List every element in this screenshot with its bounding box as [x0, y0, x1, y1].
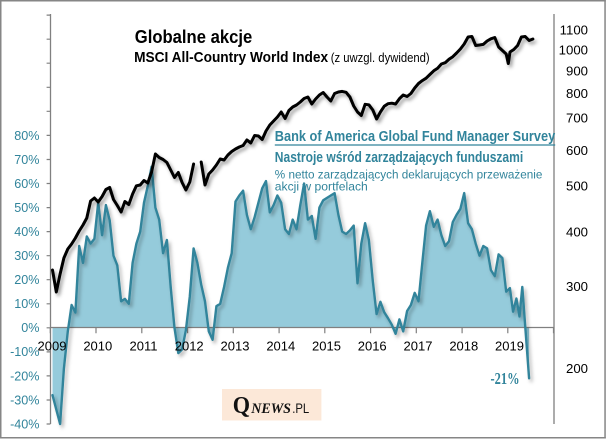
- svg-text:2011: 2011: [130, 339, 158, 354]
- svg-text:% netto zarządzających deklaru: % netto zarządzających deklarujących prz…: [275, 168, 543, 182]
- svg-text:2013: 2013: [221, 339, 250, 354]
- svg-text:700: 700: [566, 111, 588, 126]
- svg-text:200: 200: [566, 361, 588, 376]
- svg-text:-40%: -40%: [10, 417, 39, 431]
- svg-text:2016: 2016: [358, 339, 387, 354]
- svg-text:0%: 0%: [21, 321, 39, 335]
- svg-text:800: 800: [566, 86, 588, 101]
- svg-text:-21%: -21%: [491, 369, 520, 388]
- svg-text:30%: 30%: [14, 249, 39, 263]
- svg-text:900: 900: [566, 64, 588, 79]
- svg-text:70%: 70%: [14, 153, 39, 167]
- svg-text:20%: 20%: [14, 273, 39, 287]
- svg-text:akcji w portfelach: akcji w portfelach: [275, 180, 368, 194]
- svg-text:(z uwzgl. dywidend): (z uwzgl. dywidend): [331, 51, 430, 65]
- svg-text:2015: 2015: [312, 339, 341, 354]
- svg-text:600: 600: [566, 143, 588, 158]
- svg-text:2019: 2019: [495, 339, 524, 354]
- svg-text:.PL: .PL: [292, 401, 309, 417]
- svg-text:2010: 2010: [83, 339, 112, 354]
- svg-text:60%: 60%: [14, 177, 39, 191]
- svg-text:2009: 2009: [38, 339, 67, 354]
- svg-text:2018: 2018: [449, 339, 478, 354]
- svg-text:10%: 10%: [14, 297, 39, 311]
- svg-text:2017: 2017: [404, 339, 433, 354]
- svg-text:Globalne akcje: Globalne akcje: [135, 27, 252, 47]
- svg-text:500: 500: [566, 179, 588, 194]
- svg-text:1000: 1000: [559, 43, 588, 58]
- svg-text:Nastroje wśród zarządzających: Nastroje wśród zarządzających funduszami: [275, 150, 523, 166]
- svg-text:40%: 40%: [14, 225, 39, 239]
- svg-text:400: 400: [566, 225, 588, 240]
- svg-text:MSCI All-Country World Index: MSCI All-Country World Index: [134, 49, 329, 66]
- svg-text:-20%: -20%: [10, 369, 39, 383]
- svg-text:-30%: -30%: [10, 393, 39, 407]
- svg-text:Q: Q: [233, 393, 250, 419]
- svg-text:2012: 2012: [175, 339, 204, 354]
- svg-text:NEWS: NEWS: [250, 401, 291, 417]
- svg-text:1100: 1100: [560, 23, 588, 38]
- svg-text:50%: 50%: [14, 201, 39, 215]
- svg-text:-10%: -10%: [10, 345, 39, 359]
- svg-text:80%: 80%: [14, 129, 39, 143]
- svg-text:300: 300: [566, 279, 588, 294]
- svg-text:Bank of America Global Fund Ma: Bank of America Global Fund Manager Surv…: [275, 129, 555, 145]
- svg-text:2014: 2014: [266, 339, 295, 354]
